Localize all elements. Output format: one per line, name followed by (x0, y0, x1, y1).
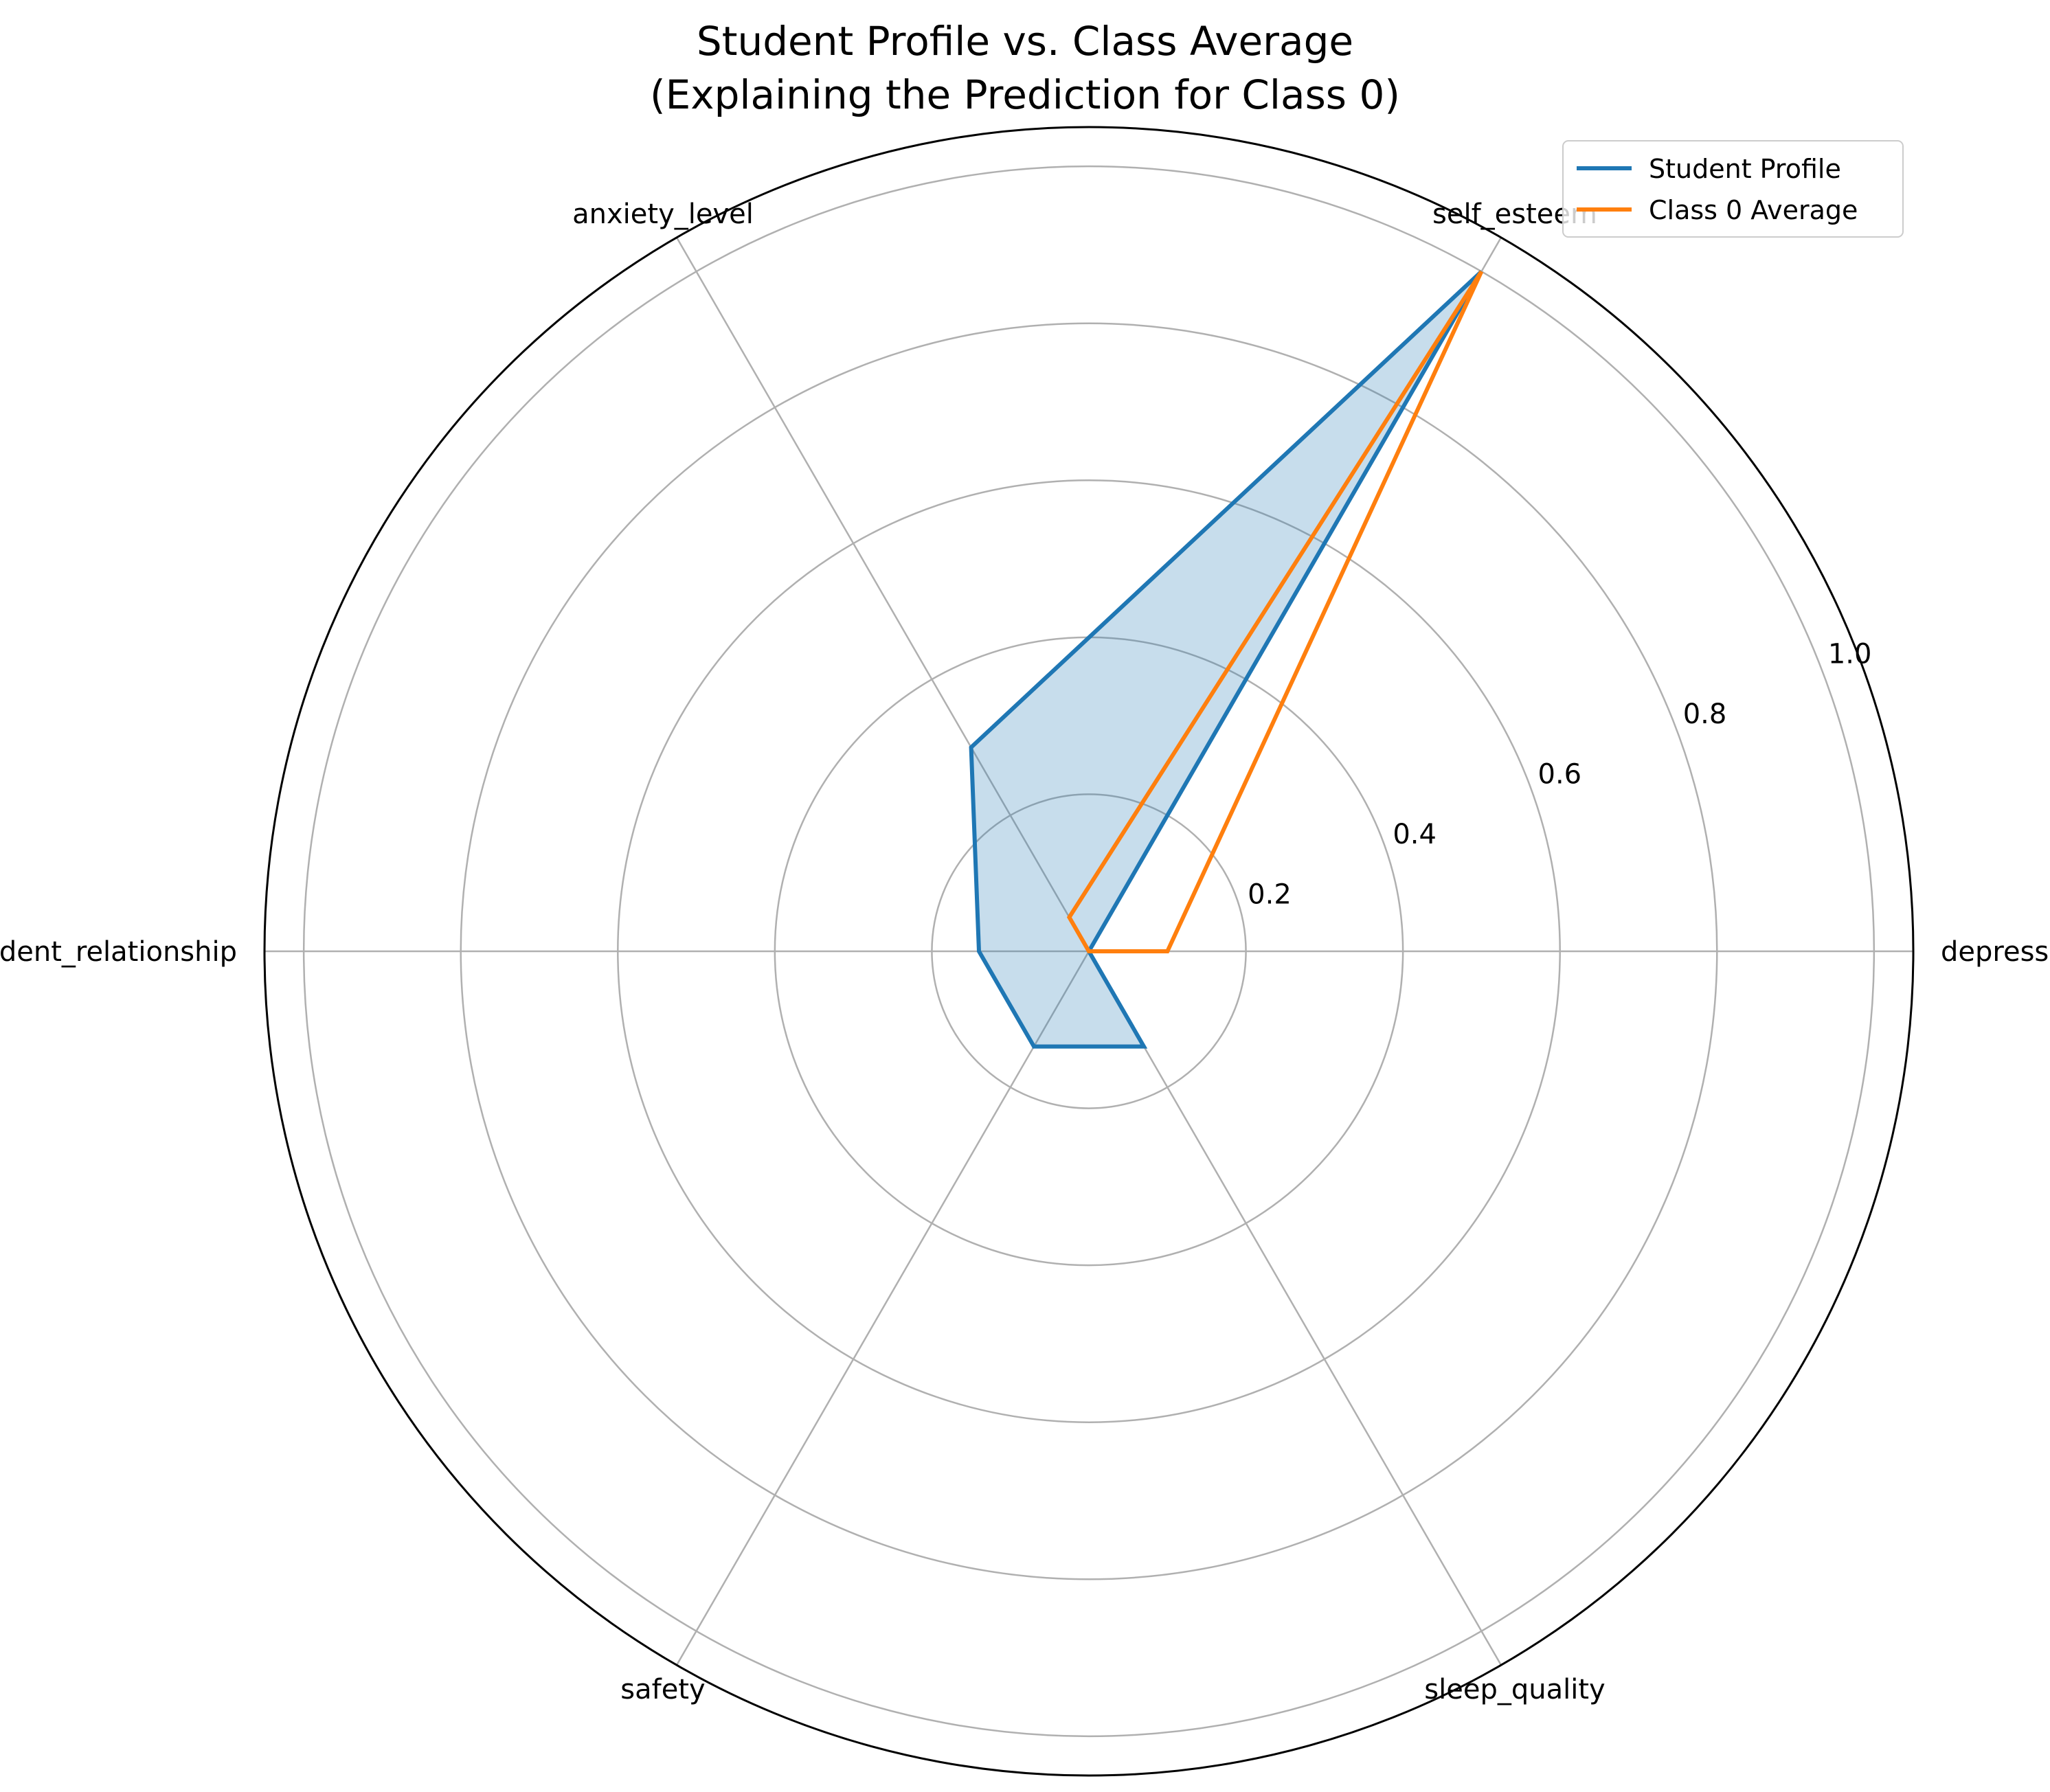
polar-frame (263, 126, 1915, 1777)
category-label-safety: safety (620, 1674, 705, 1705)
legend-box (1562, 140, 1904, 238)
series-fill-0 (971, 271, 1482, 1047)
r-tick-label: 0.6 (1538, 759, 1582, 791)
category-label-teacher_student_relationship: teacher_student_relationship (0, 936, 237, 968)
category-label-depression: depression (1941, 936, 2050, 968)
spoke-safety (675, 951, 1090, 1666)
legend-label-1: Class 0 Average (1649, 195, 1858, 225)
r-tick-label: 0.2 (1248, 879, 1292, 911)
spoke-sleep_quality (1088, 951, 1502, 1666)
category-label-sleep_quality: sleep_quality (1424, 1674, 1605, 1705)
r-tick-label: 0.4 (1393, 819, 1437, 850)
legend: Student Profile Class 0 Average (1562, 140, 1904, 238)
r-tick-label: 1.0 (1828, 639, 1872, 670)
category-label-anxiety_level: anxiety_level (572, 199, 754, 230)
chart-title-line-1: Student Profile vs. Class Average (697, 18, 1353, 65)
spoke-anxiety_level (675, 237, 1090, 952)
r-tick-label: 0.8 (1683, 699, 1727, 730)
series-layer (969, 270, 1484, 1049)
grid-layer (263, 126, 1915, 1777)
series-line-1 (1066, 270, 1484, 953)
legend-label-0: Student Profile (1649, 154, 1841, 184)
chart-title-line-2: (Explaining the Prediction for Class 0) (650, 71, 1400, 118)
